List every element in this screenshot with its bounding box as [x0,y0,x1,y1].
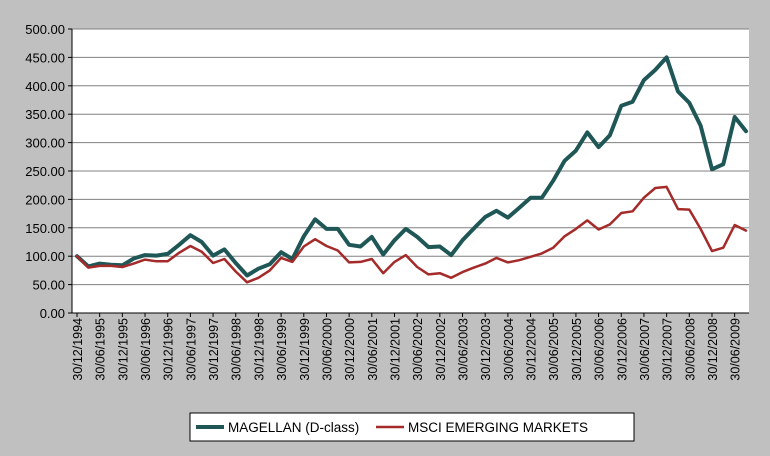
x-tick-label: 30/12/2002 [434,318,448,381]
y-tick-label: 500.00 [25,22,65,37]
x-tick-label: 30/06/2006 [593,318,607,381]
x-tick-label: 30/12/1994 [71,318,85,381]
x-tick-label: 30/12/2006 [615,318,629,381]
legend-box [189,412,635,442]
legend-label-msci-emerging-markets: MSCI EMERGING MARKETS [408,420,588,435]
x-tick-label: 30/06/2003 [457,318,471,381]
x-tick-label: 30/06/1996 [139,318,153,381]
series-line-magellan [75,55,748,278]
y-tick-label: 150.00 [25,221,65,236]
y-tick-label: 100.00 [25,249,65,264]
x-tick-label: 30/06/2004 [502,318,516,381]
x-tick-label: 30/06/1999 [275,318,289,381]
x-tick-label: 30/12/1996 [162,318,176,381]
x-tick-label: 30/12/2007 [661,318,675,381]
x-tick-label: 30/06/1998 [230,318,244,381]
x-tick-label: 30/12/2001 [388,318,402,381]
x-tick-label: 30/06/2008 [683,318,697,381]
x-tick-label: 30/06/2009 [729,318,743,381]
x-tick-label: 30/06/2005 [547,318,561,381]
axes: 0.00 50.00 100.00 150.00 200.00 250.00 300.00 3… [25,22,749,381]
x-tick-label: 30/12/1999 [298,318,312,381]
series-lines [75,55,748,284]
x-tick-label: 30/12/2005 [570,318,584,381]
y-tick-label: 300.00 [25,136,65,151]
series-line-msci-emerging-markets [75,185,748,284]
x-tick-label: 30/06/2001 [366,318,380,381]
x-tick-label: 30/12/2004 [525,318,539,381]
legend: MAGELLAN (D-class) MSCI EMERGING MARKETS [189,412,635,442]
gridlines [72,28,749,286]
y-tick-label: 250.00 [25,164,65,179]
x-tick-label: 30/12/2003 [479,318,493,381]
y-tick-label: 350.00 [25,107,65,122]
y-tick-label: 200.00 [25,192,65,207]
x-tick-label: 30/12/2008 [706,318,720,381]
x-tick-label: 30/12/1995 [116,318,130,381]
x-tick-label: 30/06/2000 [320,318,334,381]
x-tick-label: 30/12/1997 [207,318,221,381]
y-tick-label: 0.00 [40,306,65,321]
x-tick-label: 30/06/2007 [638,318,652,381]
y-tick-label: 50.00 [32,278,65,293]
legend-label-magellan: MAGELLAN (D-class) [228,420,359,435]
x-tick-label: 30/12/1998 [252,318,266,381]
y-tick-label: 400.00 [25,79,65,94]
x-tick-label: 30/06/2002 [411,318,425,381]
x-tick-label: 30/12/2000 [343,318,357,381]
x-tick-label: 30/06/1997 [184,318,198,381]
y-tick-label: 450.00 [25,50,65,65]
x-tick-label: 30/06/1995 [94,318,108,381]
